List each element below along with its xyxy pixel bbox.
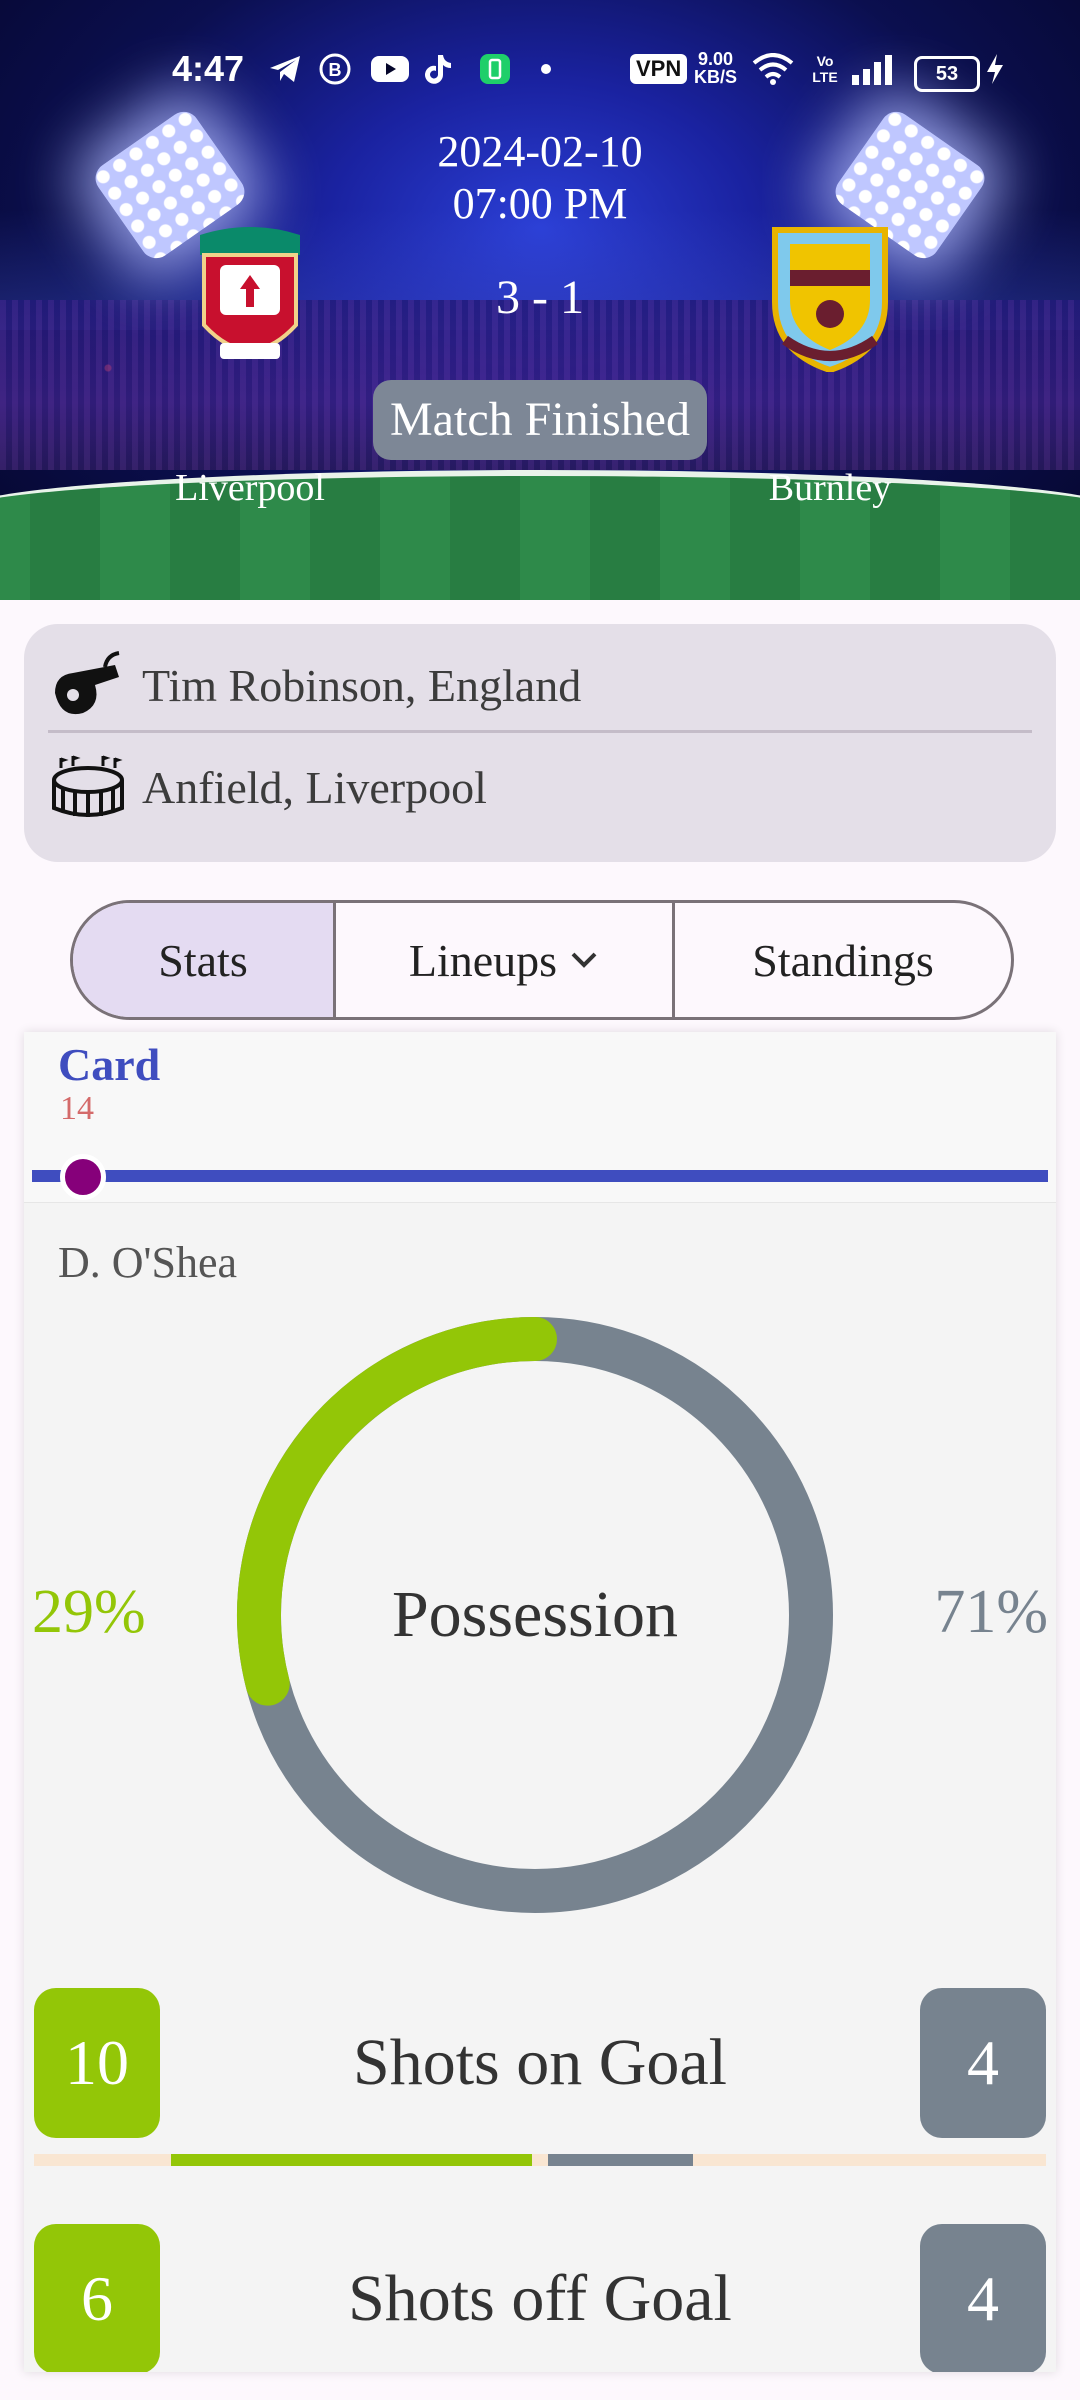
tab-stats[interactable]: Stats (73, 903, 336, 1017)
possession-label: Possession (391, 1578, 679, 1651)
referee-row: Tim Robinson, England (48, 640, 1032, 733)
possession-home-value: 29% (32, 1578, 146, 1646)
match-tabs: Stats Lineups Standings (70, 900, 1014, 1020)
svg-text:Vo: Vo (817, 53, 834, 69)
possession-donut-chart (237, 1317, 833, 1913)
telegram-icon (268, 52, 302, 86)
possession-home-arc (237, 1317, 557, 1706)
tab-stats-label: Stats (158, 934, 248, 986)
network-speed-unit: KB/S (694, 67, 738, 87)
match-info-card: Tim Robinson, England Anfield, Liverpool (24, 624, 1056, 862)
shots-on-goal-home-fill (170, 2154, 532, 2166)
shots-on-goal-away: 4 (920, 1988, 1046, 2138)
stat-row-shots-on-goal: 10 Shots on Goal 4 (24, 1988, 1056, 2166)
tab-lineups[interactable]: Lineups (336, 903, 675, 1017)
event-type: Card (58, 1039, 161, 1090)
youtube-icon (370, 52, 410, 86)
volte-icon: Vo LTE (810, 52, 840, 86)
tab-lineups-label: Lineups (408, 934, 558, 986)
svg-text:B: B (329, 60, 342, 80)
wifi-icon (752, 52, 794, 86)
shots-on-goal-home: 10 (34, 1988, 160, 2138)
battery-indicator: 53 (914, 56, 980, 92)
chevron-down-icon (569, 950, 599, 970)
match-status-badge: Match Finished (373, 380, 707, 460)
status-bar: 4:47 B VPN 9.00 KB/S Vo LTE 53 (0, 0, 1080, 140)
battery-saver-icon (478, 52, 512, 86)
burnley-crest-icon (772, 227, 888, 372)
possession-away-value: 71% (934, 1578, 1048, 1646)
dot-icon (540, 52, 552, 86)
svg-text:LTE: LTE (812, 69, 837, 85)
shots-on-goal-bar (34, 2154, 1046, 2166)
referee-name: Tim Robinson, England (142, 659, 582, 711)
network-speed: 9.00 KB/S (694, 50, 737, 86)
match-header: 2024-02-10 07:00 PM 3 - 1 Match Finished… (0, 0, 1080, 600)
stadium-pitch (0, 470, 1080, 600)
shots-on-goal-label: Shots on Goal (352, 2026, 728, 2099)
signal-icon (850, 52, 896, 86)
timeline-event-marker[interactable] (59, 1154, 106, 1200)
match-time: 07:00 PM (452, 179, 628, 228)
venue-name: Anfield, Liverpool (142, 761, 487, 813)
stats-panel[interactable]: Card 14 D. O'Shea 29% Possession 71% 10 … (24, 1032, 1056, 2372)
event-player-name: D. O'Shea (58, 1238, 238, 1287)
shots-on-goal-away-fill (548, 2154, 693, 2166)
match-date: 2024-02-10 (437, 127, 643, 176)
whistle-icon (48, 645, 128, 725)
vpn-badge: VPN (630, 54, 688, 84)
network-speed-value: 9.00 (697, 49, 734, 69)
stadium-icon (48, 747, 128, 827)
away-team-name[interactable]: Burnley (768, 467, 892, 509)
home-team-name[interactable]: Liverpool (175, 467, 325, 509)
timeline-track (32, 1170, 1048, 1182)
venue-row: Anfield, Liverpool (48, 742, 1032, 832)
tiktok-icon (424, 52, 454, 86)
event-minute: 14 (60, 1090, 94, 1127)
event-timeline-card[interactable]: Card 14 (24, 1032, 1056, 1203)
stat-row-shots-off-goal: 6 Shots off Goal 4 (24, 2224, 1056, 2372)
b-icon: B (318, 52, 352, 86)
match-score: 3 - 1 (496, 271, 584, 324)
status-time: 4:47 (172, 48, 245, 89)
tab-standings[interactable]: Standings (675, 903, 1011, 1017)
tab-standings-label: Standings (752, 934, 934, 986)
shots-off-goal-label: Shots off Goal (348, 2262, 732, 2335)
liverpool-crest-icon (200, 227, 300, 359)
shots-off-goal-home: 6 (34, 2224, 160, 2372)
shots-off-goal-away: 4 (920, 2224, 1046, 2372)
charging-icon (984, 52, 1006, 86)
